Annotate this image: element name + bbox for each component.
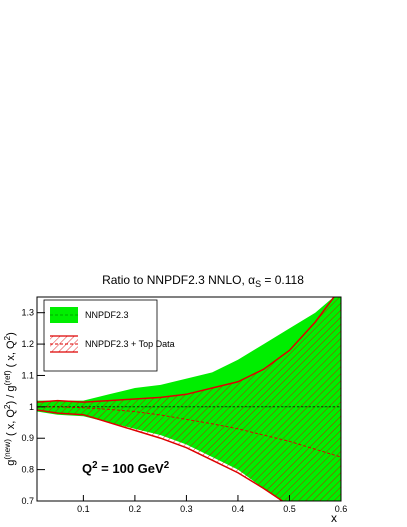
frame (36, 296, 342, 502)
x-tick-label: 0.4 (232, 504, 245, 514)
x-axis-label: x (331, 511, 337, 525)
text-part: = 0.118 (261, 273, 304, 287)
y-tick-label: 1.1 (21, 370, 34, 380)
text-part: ) / g (5, 386, 17, 405)
text-part: Q (82, 461, 92, 476)
y-tick-label: 1.3 (21, 308, 34, 318)
text-part: ( x, Q (5, 340, 17, 370)
legend: NNPDF2.3 NNPDF2.3 + Top Data (43, 299, 175, 372)
band-edge (37, 297, 335, 403)
plot-area (37, 297, 341, 501)
text-part: ) (5, 332, 17, 336)
y-tick-label: 0.7 (21, 496, 34, 506)
text-part: Ratio to NNPDF2.3 NNLO, α (102, 273, 255, 287)
x-tick-label: 0.3 (180, 504, 193, 514)
chart-title: Ratio to NNPDF2.3 NNLO, αS = 0.118 (102, 273, 304, 289)
text-part: = 100 GeV (98, 461, 164, 476)
annotation: Q2 = 100 GeV2 (82, 460, 170, 476)
script-text: 2 (92, 460, 98, 471)
y-axis-label: g(new) ( x, Q2) / g(ref) ( x, Q2) (3, 332, 17, 466)
x-tick-label: 0.2 (129, 504, 142, 514)
y-tick-label: 1 (29, 402, 34, 412)
y-tick-label: 0.8 (21, 465, 34, 475)
band-area (37, 297, 341, 501)
y-tick-label: 0.9 (21, 433, 34, 443)
x-tick-label: 0.6 (335, 504, 348, 514)
script-text: (new) (3, 439, 12, 460)
legend-label: NNPDF2.3 (85, 310, 129, 320)
x-tick-label: 0.1 (77, 504, 90, 514)
legend-swatch (50, 307, 78, 323)
text-part: g (5, 460, 17, 466)
script-text: (ref) (3, 370, 12, 385)
legend-label: NNPDF2.3 + Top Data (85, 339, 175, 349)
legend-swatch (50, 336, 78, 352)
y-tick-label: 1.2 (21, 339, 34, 349)
x-tick-label: 0.5 (283, 504, 296, 514)
text-part: ( x, Q (5, 409, 17, 439)
band-edge (37, 409, 284, 501)
script-text: 2 (3, 404, 12, 409)
script-text: S (255, 279, 261, 289)
central-line (37, 406, 341, 458)
script-text: 2 (164, 460, 170, 471)
script-text: 2 (3, 335, 12, 340)
